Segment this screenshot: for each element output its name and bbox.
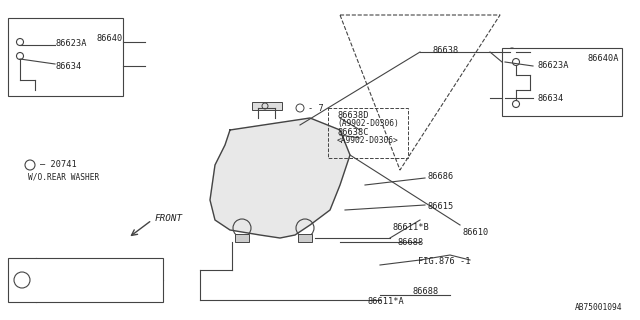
Text: W/O.REAR WASHER: W/O.REAR WASHER bbox=[28, 172, 99, 181]
Text: 86688: 86688 bbox=[397, 237, 423, 246]
Text: 86686: 86686 bbox=[427, 172, 453, 180]
Text: FRONT: FRONT bbox=[155, 213, 183, 222]
Bar bbox=[235, 234, 249, 242]
Text: 86638C: 86638C bbox=[337, 127, 369, 137]
Text: 86688: 86688 bbox=[412, 287, 438, 297]
Text: M120061 (9902-0003): M120061 (9902-0003) bbox=[38, 265, 131, 274]
FancyBboxPatch shape bbox=[252, 102, 282, 110]
Text: 86611*B: 86611*B bbox=[392, 222, 429, 231]
Text: — 20741: — 20741 bbox=[40, 159, 77, 169]
Text: M120113 <0003-      >: M120113 <0003- > bbox=[38, 286, 140, 295]
Text: 86638D: 86638D bbox=[337, 110, 369, 119]
Text: <A9902-D0306>: <A9902-D0306> bbox=[337, 135, 399, 145]
Text: (A9902-D0306): (A9902-D0306) bbox=[337, 118, 399, 127]
Text: 86638: 86638 bbox=[432, 45, 458, 54]
Text: 86640A: 86640A bbox=[588, 53, 620, 62]
Text: FIG.876 -1: FIG.876 -1 bbox=[418, 258, 470, 267]
FancyBboxPatch shape bbox=[8, 18, 123, 96]
Text: 86610: 86610 bbox=[462, 228, 488, 236]
Bar bbox=[298, 234, 312, 242]
Text: 86623A: 86623A bbox=[55, 38, 86, 47]
Text: 86615: 86615 bbox=[427, 202, 453, 211]
Polygon shape bbox=[210, 118, 350, 238]
Text: 86640: 86640 bbox=[97, 34, 123, 43]
Text: - 7: - 7 bbox=[308, 103, 324, 113]
Text: 86634: 86634 bbox=[537, 93, 563, 102]
Text: 86623A: 86623A bbox=[537, 60, 568, 69]
Text: 86611*A: 86611*A bbox=[367, 298, 404, 307]
Text: 1: 1 bbox=[19, 276, 25, 284]
FancyBboxPatch shape bbox=[502, 48, 622, 116]
Text: 86634: 86634 bbox=[55, 61, 81, 70]
FancyBboxPatch shape bbox=[8, 258, 163, 302]
Text: AB75001094: AB75001094 bbox=[575, 303, 623, 313]
